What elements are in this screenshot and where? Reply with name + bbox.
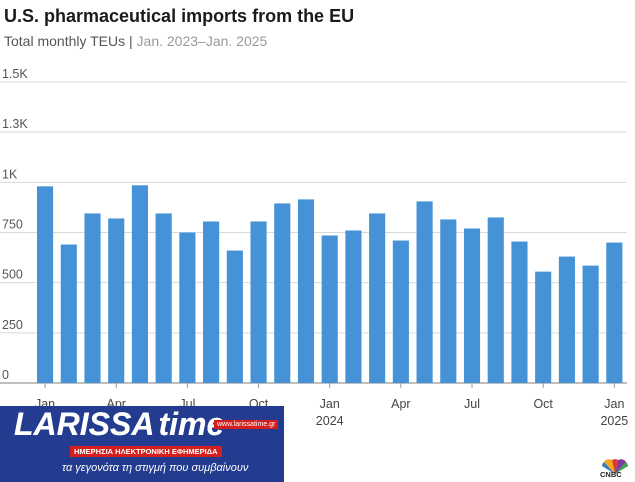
subtitle-range: Jan. 2023–Jan. 2025 (136, 33, 268, 49)
bar (582, 265, 599, 383)
x-tick-label: Jan (604, 397, 624, 411)
bar (487, 217, 504, 383)
bar (179, 232, 196, 383)
y-tick-label: 750 (2, 218, 23, 232)
x-tick-label: Jul (464, 397, 480, 411)
logo-tagline: ΗΜΕΡΗΣΙΑ ΗΛΕΚΤΡΟΝΙΚΗ ΕΦΗΜΕΡΙΔΑ (70, 446, 222, 457)
bar (558, 256, 575, 383)
x-tick-year-label: 2025 (600, 414, 628, 428)
y-tick-label: 250 (2, 318, 23, 332)
logo-slogan: τα γεγονότα τη στιγμή που συμβαίνουν (62, 462, 249, 474)
bar (131, 185, 149, 383)
x-tick-label: Jan (320, 397, 340, 411)
logo-url: www.larissatime.gr (214, 420, 279, 429)
logo-name-part2: time (158, 406, 225, 442)
x-tick-label: Apr (391, 397, 410, 411)
subtitle-main: Total monthly TEUs (4, 33, 126, 49)
bar (369, 213, 386, 383)
y-tick-label: 500 (2, 268, 23, 282)
bar (440, 219, 457, 383)
bar (535, 271, 552, 383)
bar (463, 228, 481, 383)
y-tick-label: 1.5K (2, 67, 28, 81)
bar (155, 213, 172, 383)
bar (345, 230, 362, 383)
bar (606, 242, 623, 383)
bar (511, 241, 528, 383)
subtitle-separator: | (129, 33, 133, 49)
bar (203, 221, 220, 383)
y-tick-label: 1K (2, 167, 18, 181)
y-axis-ticks: 0 250 500 750 1K 1.3K 1.5K (2, 67, 28, 382)
y-tick-label: 0 (2, 368, 9, 382)
bar (416, 201, 433, 383)
cnbc-label: CNBC (600, 470, 622, 479)
chart-title: U.S. pharmaceutical imports from the EU (4, 6, 355, 26)
bar (226, 250, 243, 383)
y-tick-label: 1.3K (2, 117, 28, 131)
larissatime-logo: LARISSA time www.larissatime.gr ΗΜΕΡΗΣΙΑ … (0, 406, 284, 482)
bar (60, 244, 77, 383)
bar (37, 186, 54, 383)
bar (392, 240, 409, 383)
bar (84, 213, 101, 383)
chart-subtitle: Total monthly TEUs | Jan. 2023–Jan. 2025 (4, 33, 267, 49)
cnbc-peacock-icon (602, 459, 628, 474)
bar (250, 221, 267, 383)
bar (297, 199, 315, 383)
x-tick-label: Oct (533, 397, 553, 411)
x-tick-year-label: 2024 (316, 414, 344, 428)
logo-name: LARISSA time (10, 406, 224, 443)
bar (274, 203, 291, 383)
bar (108, 218, 125, 383)
bar (321, 235, 338, 383)
bars (37, 185, 623, 383)
logo-name-part1: LARISSA (10, 406, 159, 442)
